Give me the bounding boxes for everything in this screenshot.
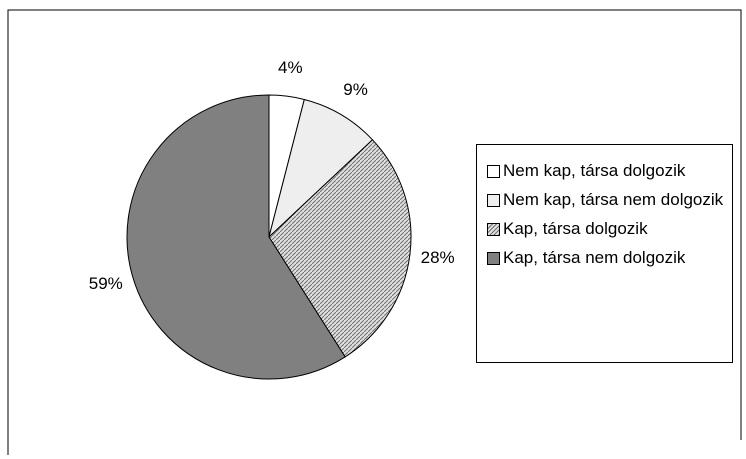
pie-slice (268, 98, 374, 239)
pie-slice (268, 139, 412, 358)
legend-entry: Kap, társa nem dolgozik (487, 248, 726, 267)
legend-label: Kap, társa nem dolgozik (503, 248, 686, 267)
legend-label: Nem kap, társa nem dolgozik (503, 190, 724, 209)
legend-swatch (487, 165, 500, 178)
legend-label: Kap, társa dolgozik (503, 219, 648, 238)
legend-entry: Kap, társa dolgozik (487, 219, 726, 238)
chart-frame (7, 9, 742, 455)
pie (126, 94, 412, 380)
data-label: 4% (278, 58, 303, 77)
legend-swatch (487, 252, 500, 265)
data-label: 59% (89, 274, 123, 293)
legend-label: Nem kap, társa dolgozik (503, 161, 686, 180)
pie-slice (126, 94, 346, 380)
legend-entry: Nem kap, társa nem dolgozik (487, 190, 726, 209)
legend-swatch (487, 223, 500, 236)
legend-entry: Nem kap, társa dolgozik (487, 161, 726, 180)
legend-swatch (487, 194, 500, 207)
data-label: 28% (421, 248, 455, 267)
legend: Nem kap, társa dolgozik Nem kap, társa ne… (476, 144, 733, 363)
data-label: 9% (343, 80, 368, 99)
